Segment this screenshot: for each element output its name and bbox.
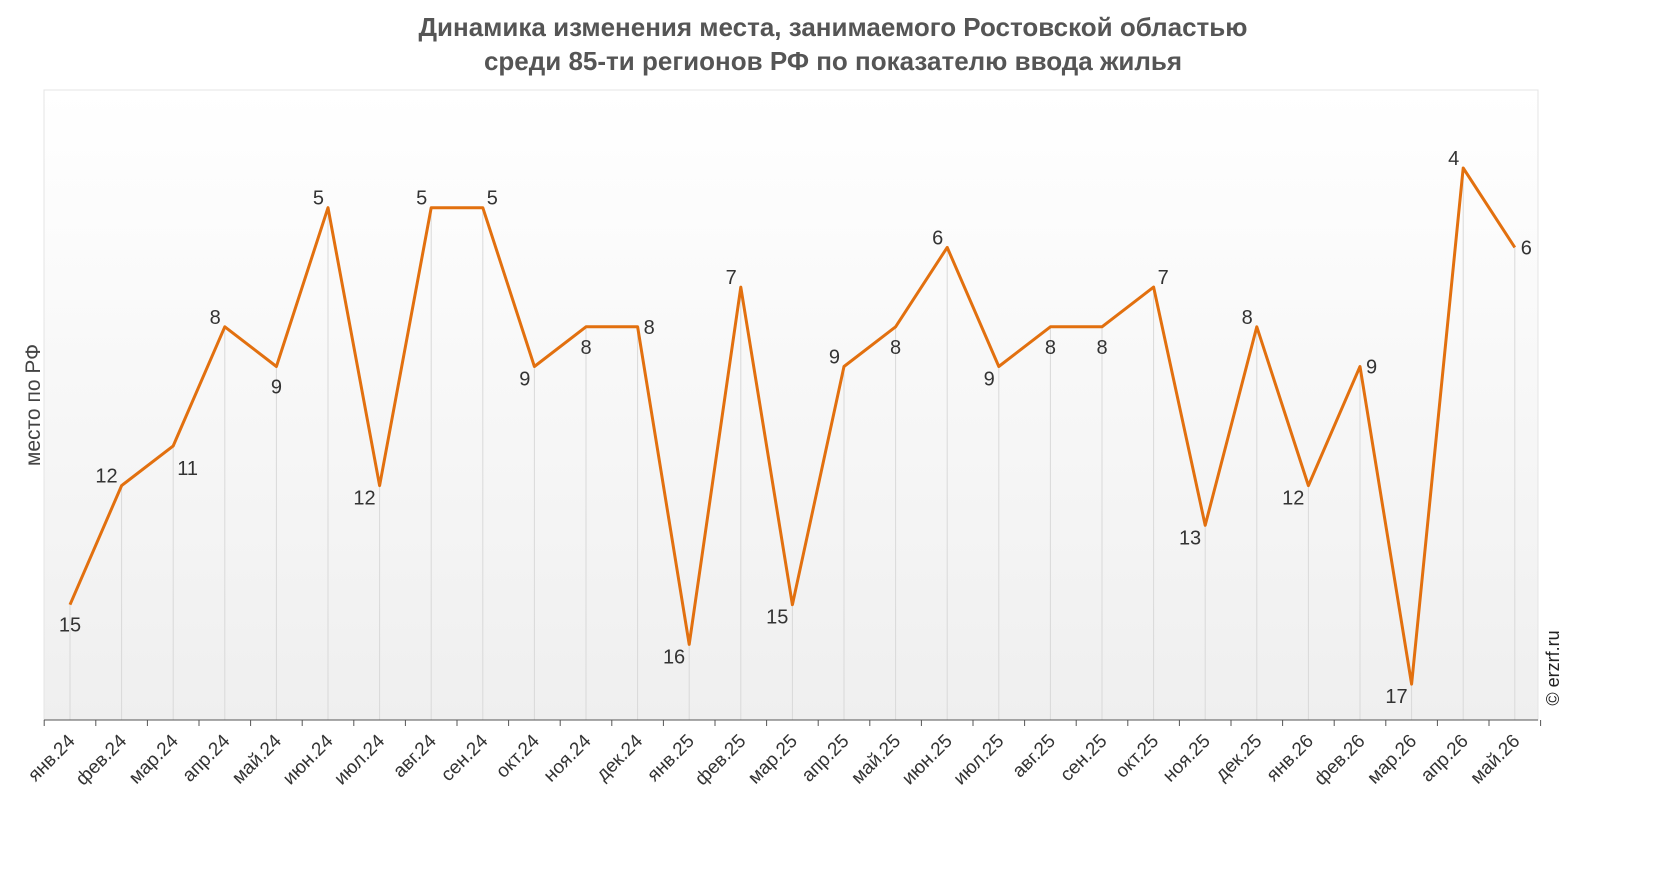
x-tick-label: авг.24: [389, 730, 441, 782]
x-tick-label: мар.24: [125, 730, 183, 788]
data-label: 5: [313, 188, 324, 210]
chart-title-line-2: среди 85-ти регионов РФ по показателю вв…: [483, 46, 1183, 76]
x-tick-label: июн.25: [898, 731, 957, 790]
data-label: 9: [984, 369, 995, 391]
data-label: 6: [932, 227, 943, 249]
data-label: 4: [1448, 148, 1459, 170]
x-tick-label: сен.25: [1056, 731, 1111, 786]
data-label: 15: [59, 615, 81, 637]
data-label: 8: [1242, 307, 1253, 329]
x-axis-labels: янв.24фев.24мар.24апр.24май.24июн.24июл.…: [24, 730, 1524, 790]
x-tick-label: июл.24: [330, 730, 389, 789]
data-label: 5: [416, 188, 427, 210]
drop-lines: [69, 168, 1516, 720]
x-tick-label: фев.26: [1310, 731, 1369, 790]
x-tick-label: май.24: [228, 730, 286, 788]
data-label: 8: [1045, 337, 1056, 359]
data-label: 5: [487, 188, 498, 210]
x-tick-label: мар.25: [744, 731, 802, 789]
plot-area: [43, 89, 1539, 721]
x-tick-label: май.25: [847, 731, 905, 789]
x-tick-label: янв.24: [24, 730, 80, 786]
data-label: 8: [644, 317, 655, 339]
data-label: 8: [1096, 337, 1107, 359]
x-tick-label: дек.24: [592, 730, 647, 785]
x-tick-label: июл.25: [950, 731, 1009, 790]
data-label: 12: [353, 488, 375, 510]
x-tick-label: апр.24: [179, 730, 235, 786]
x-axis-ticks: [43, 720, 1542, 726]
data-label: 16: [663, 646, 685, 668]
chart-title-line-1: Динамика изменения места, занимаемого Ро…: [418, 12, 1248, 42]
x-tick-label: сен.24: [437, 730, 492, 785]
x-tick-label: дек.25: [1212, 731, 1267, 786]
data-label: 9: [1366, 357, 1377, 379]
data-label: 9: [271, 377, 282, 399]
data-label: 8: [890, 337, 901, 359]
x-tick-label: янв.25: [643, 731, 698, 786]
x-tick-label: янв.26: [1263, 731, 1318, 786]
data-label: 8: [210, 307, 221, 329]
x-tick-label: фев.25: [691, 731, 750, 790]
watermark: © erzrf.ru: [1543, 630, 1563, 705]
y-axis-title: место по РФ: [22, 344, 45, 466]
x-tick-label: апр.25: [798, 731, 854, 787]
x-tick-label: апр.26: [1417, 731, 1473, 787]
data-label: 17: [1385, 686, 1407, 708]
x-tick-label: май.26: [1467, 731, 1525, 789]
data-labels: 15 12 11 8 9 5 12 5 5 9 8 8 16 7 15 9 8 6 9 8 8 7 13 8 12 9 17 4 6: [59, 148, 1532, 708]
x-tick-label: фев.24: [72, 730, 131, 789]
chart-title: Динамика изменения места, занимаемого Ро…: [0, 10, 1666, 78]
data-label: 11: [177, 458, 198, 480]
data-label: 15: [766, 607, 788, 629]
x-tick-label: авг.25: [1009, 731, 1060, 782]
x-tick-label: ноя.24: [540, 730, 596, 786]
x-tick-label: окт.24: [492, 730, 544, 782]
data-label: 7: [1158, 267, 1169, 289]
data-label: 12: [95, 466, 117, 488]
x-tick-label: окт.25: [1111, 731, 1163, 783]
series-line: [68, 166, 1517, 686]
data-label: 12: [1282, 488, 1304, 510]
x-tick-label: ноя.25: [1159, 731, 1215, 787]
data-label: 6: [1521, 237, 1532, 259]
data-label: 13: [1179, 527, 1201, 549]
data-label: 9: [519, 369, 530, 391]
x-tick-label: июн.24: [279, 730, 338, 789]
data-label: 8: [580, 337, 591, 359]
data-label: 9: [829, 347, 840, 369]
data-label: 7: [726, 267, 737, 289]
x-tick-label: мар.26: [1363, 731, 1421, 789]
